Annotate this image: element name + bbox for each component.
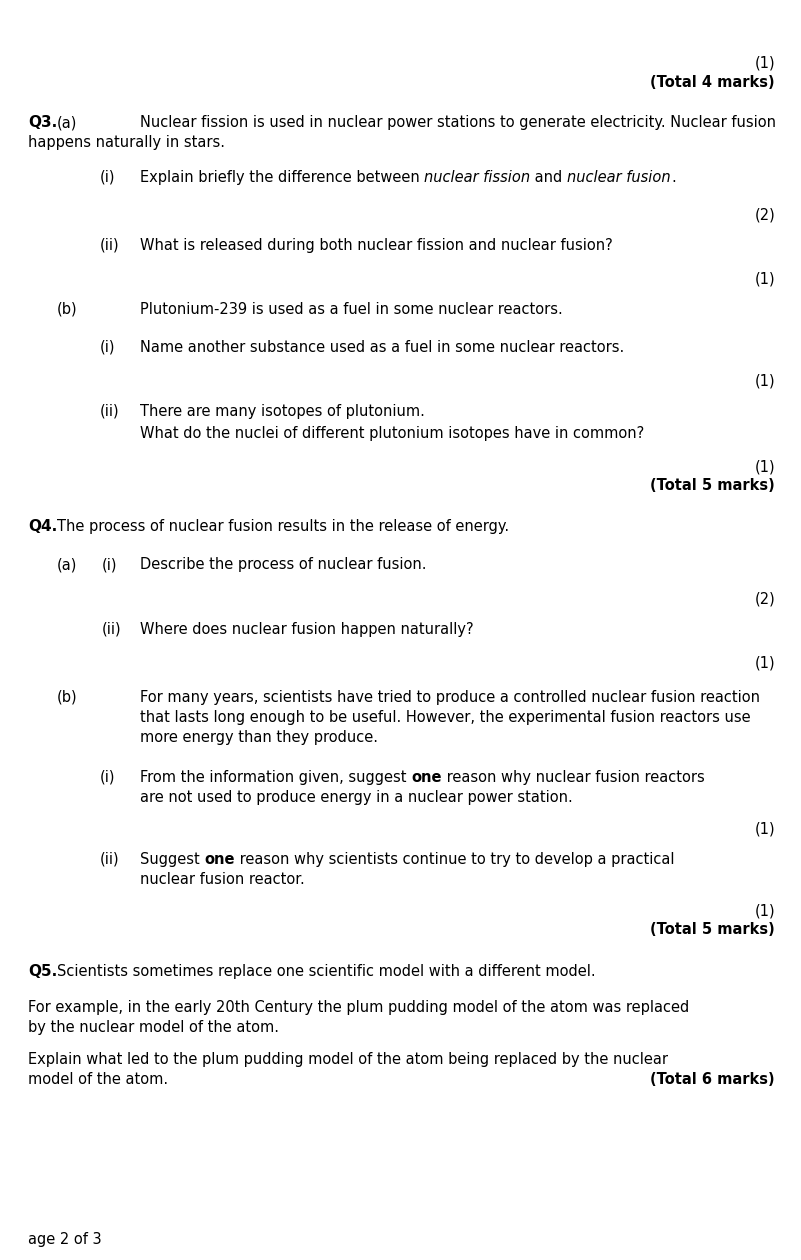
Text: (ii): (ii)	[102, 622, 122, 638]
Text: one: one	[411, 770, 441, 785]
Text: Plutonium-239 is used as a fuel in some nuclear reactors.: Plutonium-239 is used as a fuel in some …	[140, 302, 563, 318]
Text: are not used to produce energy in a nuclear power station.: are not used to produce energy in a nucl…	[140, 790, 573, 805]
Text: (1): (1)	[755, 903, 775, 919]
Text: (2): (2)	[755, 208, 775, 223]
Text: The process of nuclear fusion results in the release of energy.: The process of nuclear fusion results in…	[57, 519, 509, 534]
Text: (1): (1)	[755, 374, 775, 389]
Text: reason why scientists continue to try to develop a practical: reason why scientists continue to try to…	[235, 852, 674, 867]
Text: Where does nuclear fusion happen naturally?: Where does nuclear fusion happen natural…	[140, 622, 473, 638]
Text: Scientists sometimes replace one scientific model with a different model.: Scientists sometimes replace one scienti…	[57, 964, 596, 979]
Text: model of the atom.: model of the atom.	[28, 1072, 168, 1087]
Text: (b): (b)	[57, 302, 78, 318]
Text: For example, in the early 20th Century the plum pudding model of the atom was re: For example, in the early 20th Century t…	[28, 1000, 689, 1016]
Text: age 2 of 3: age 2 of 3	[28, 1232, 102, 1247]
Text: happens naturally in stars.: happens naturally in stars.	[28, 135, 225, 150]
Text: nuclear fusion reactor.: nuclear fusion reactor.	[140, 872, 304, 887]
Text: (Total 5 marks): (Total 5 marks)	[650, 922, 775, 937]
Text: Explain briefly the difference between: Explain briefly the difference between	[140, 170, 425, 185]
Text: (a): (a)	[57, 115, 78, 130]
Text: (b): (b)	[57, 690, 78, 706]
Text: Suggest: Suggest	[140, 852, 204, 867]
Text: Q3.: Q3.	[28, 115, 57, 130]
Text: by the nuclear model of the atom.: by the nuclear model of the atom.	[28, 1021, 279, 1034]
Text: Describe the process of nuclear fusion.: Describe the process of nuclear fusion.	[140, 557, 426, 572]
Text: For many years, scientists have tried to produce a controlled nuclear fusion rea: For many years, scientists have tried to…	[140, 690, 760, 706]
Text: Name another substance used as a fuel in some nuclear reactors.: Name another substance used as a fuel in…	[140, 340, 624, 355]
Text: (ii): (ii)	[100, 852, 119, 867]
Text: (ii): (ii)	[100, 404, 119, 420]
Text: more energy than they produce.: more energy than they produce.	[140, 730, 378, 745]
Text: (1): (1)	[755, 822, 775, 837]
Text: Explain what led to the plum pudding model of the atom being replaced by the nuc: Explain what led to the plum pudding mod…	[28, 1052, 668, 1067]
Text: Nuclear fission is used in nuclear power stations to generate electricity. Nucle: Nuclear fission is used in nuclear power…	[140, 115, 776, 130]
Text: that lasts long enough to be useful. However, the experimental fusion reactors u: that lasts long enough to be useful. How…	[140, 709, 751, 724]
Text: What is released during both nuclear fission and nuclear fusion?: What is released during both nuclear fis…	[140, 238, 613, 253]
Text: From the information given, suggest: From the information given, suggest	[140, 770, 411, 785]
Text: one: one	[204, 852, 235, 867]
Text: (i): (i)	[100, 770, 115, 785]
Text: .: .	[671, 170, 676, 185]
Text: Q4.: Q4.	[28, 519, 57, 534]
Text: (1): (1)	[755, 656, 775, 672]
Text: (Total 5 marks): (Total 5 marks)	[650, 478, 775, 493]
Text: (1): (1)	[755, 55, 775, 71]
Text: (i): (i)	[100, 170, 115, 185]
Text: (2): (2)	[755, 591, 775, 606]
Text: and: and	[530, 170, 567, 185]
Text: (i): (i)	[100, 340, 115, 355]
Text: reason why nuclear fusion reactors: reason why nuclear fusion reactors	[441, 770, 704, 785]
Text: (1): (1)	[755, 272, 775, 287]
Text: (ii): (ii)	[100, 238, 119, 253]
Text: nuclear fission: nuclear fission	[425, 170, 530, 185]
Text: (i): (i)	[102, 557, 118, 572]
Text: (a): (a)	[57, 557, 78, 572]
Text: nuclear fusion: nuclear fusion	[567, 170, 671, 185]
Text: (Total 6 marks): (Total 6 marks)	[650, 1072, 775, 1087]
Text: (Total 4 marks): (Total 4 marks)	[650, 76, 775, 89]
Text: (1): (1)	[755, 460, 775, 475]
Text: What do the nuclei of different plutonium isotopes have in common?: What do the nuclei of different plutoniu…	[140, 426, 644, 441]
Text: Q5.: Q5.	[28, 964, 57, 979]
Text: There are many isotopes of plutonium.: There are many isotopes of plutonium.	[140, 404, 425, 420]
